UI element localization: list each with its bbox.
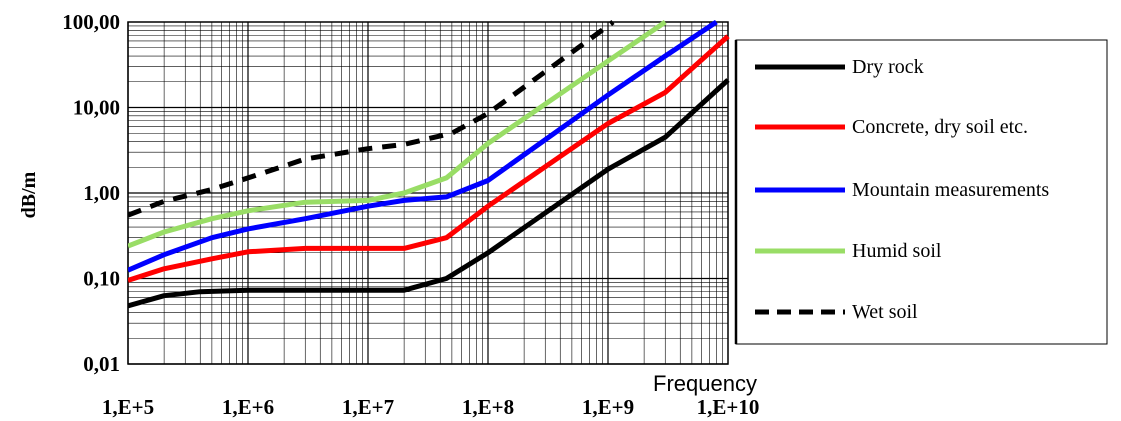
series-line-3 (128, 20, 718, 273)
y-tick-label: 10,00 (73, 96, 120, 120)
x-tick-label: 1,E+9 (582, 395, 634, 419)
x-tick-label: 1,E+7 (342, 395, 394, 419)
series-line-4 (128, 20, 667, 249)
x-tick-label: 1,E+8 (462, 395, 514, 419)
legend: Dry rock Concrete, dry soil etc. Mountain … (734, 39, 1108, 345)
y-tick-label: 100,00 (62, 10, 120, 34)
y-tick-label: 0,01 (83, 352, 120, 376)
legend-entry-label: Humid soil (852, 240, 942, 262)
y-tick-label: 1,00 (83, 181, 120, 205)
x-tick-labels: 1,E+5 1,E+6 1,E+7 1,E+8 1,E+9 1,E+10 (102, 395, 759, 419)
legend-entry-label: Mountain measurements (852, 179, 1049, 201)
series-line-2 (128, 34, 730, 283)
legend-entry-label: Wet soil (852, 301, 918, 323)
series-line-1 (128, 78, 730, 309)
x-tick-label: 1,E+5 (102, 395, 154, 419)
y-axis-label: dB/m (18, 171, 40, 218)
series-line-5 (128, 20, 615, 218)
legend-entry-label: Dry rock (852, 56, 924, 78)
y-tick-labels: 100,00 10,00 1,00 0,10 0,01 (62, 10, 120, 376)
x-tick-label: 1,E+6 (222, 395, 274, 419)
x-axis-label: Frequency (653, 371, 757, 396)
series-layer (128, 20, 730, 309)
legend-entry-label: Concrete, dry soil etc. (852, 116, 1028, 138)
x-tick-label: 1,E+10 (697, 395, 760, 419)
y-tick-label: 0,10 (83, 267, 120, 291)
